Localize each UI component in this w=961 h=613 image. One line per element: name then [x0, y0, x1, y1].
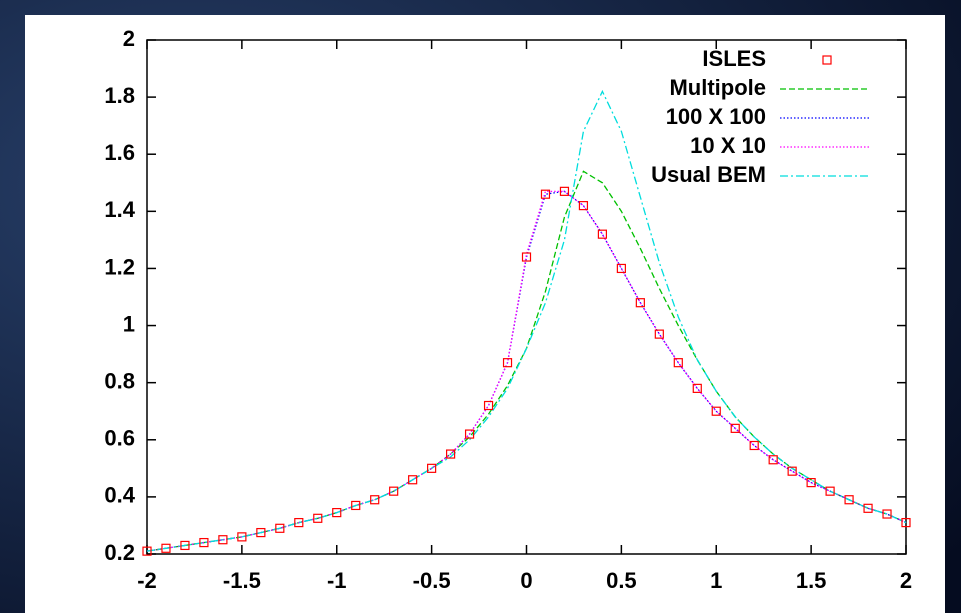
x-tick-label: 0	[520, 568, 532, 593]
legend-label: ISLES	[702, 46, 766, 71]
data-point	[502, 358, 513, 368]
data-point	[768, 455, 778, 465]
y-tick-label: 0.8	[104, 368, 135, 393]
data-point	[901, 517, 911, 528]
data-point	[237, 532, 247, 542]
x-tick-label: 1	[710, 568, 722, 593]
data-point	[597, 229, 608, 239]
data-point	[218, 535, 228, 545]
legend-label: 100 X 100	[666, 104, 766, 129]
y-tick-label: 0.4	[104, 483, 135, 508]
y-tick-label: 1.6	[104, 140, 135, 165]
y-tick-label: 1.8	[104, 83, 135, 108]
data-point	[521, 252, 532, 262]
data-point	[256, 527, 266, 538]
legend-label: Multipole	[669, 75, 766, 100]
data-point	[882, 509, 892, 519]
x-tick-label: -0.5	[413, 568, 451, 593]
x-tick-label: -1.5	[223, 568, 261, 593]
y-tick-label: 1.4	[104, 197, 135, 222]
data-point	[275, 523, 285, 533]
data-point	[294, 517, 304, 528]
data-point	[844, 495, 854, 505]
y-tick-label: 1	[123, 311, 135, 336]
data-point	[199, 537, 209, 548]
x-tick-label: 1.5	[796, 568, 827, 593]
y-tick-label: 2	[123, 26, 135, 51]
x-tick-label: 2	[900, 568, 912, 593]
data-point	[446, 449, 456, 459]
x-tick-label: -2	[137, 568, 157, 593]
data-point	[654, 329, 664, 339]
data-point	[749, 440, 759, 451]
data-point	[370, 495, 380, 505]
data-point	[578, 201, 589, 211]
data-point	[408, 475, 418, 485]
data-point	[427, 463, 437, 473]
data-point	[692, 383, 702, 393]
y-tick-label: 0.6	[104, 426, 135, 451]
data-point	[711, 406, 721, 416]
data-point	[730, 423, 740, 433]
data-point	[483, 400, 494, 411]
data-point	[389, 486, 399, 496]
legend-marker	[822, 55, 832, 65]
panel	[25, 15, 945, 613]
data-point	[180, 540, 190, 551]
legend-label: Usual BEM	[651, 162, 766, 187]
data-point	[635, 298, 645, 308]
data-point	[161, 543, 171, 553]
series-line	[146, 190, 907, 552]
data-point	[540, 189, 551, 199]
data-point	[351, 500, 361, 511]
data-point	[825, 486, 835, 496]
x-tick-label: -1	[327, 568, 347, 593]
y-tick-label: 1.2	[104, 254, 135, 279]
data-point	[559, 186, 570, 196]
data-point	[616, 263, 626, 274]
data-point	[313, 513, 323, 523]
y-tick-label: 0.2	[104, 540, 135, 565]
x-tick-label: 0.5	[606, 568, 637, 593]
data-point	[863, 503, 873, 513]
data-point	[464, 429, 475, 439]
legend-label: 10 X 10	[690, 133, 766, 158]
data-point	[787, 466, 797, 476]
data-point	[332, 507, 342, 518]
data-point	[673, 358, 683, 368]
data-point	[806, 478, 816, 488]
series-line	[146, 89, 907, 552]
data-point	[142, 546, 152, 556]
